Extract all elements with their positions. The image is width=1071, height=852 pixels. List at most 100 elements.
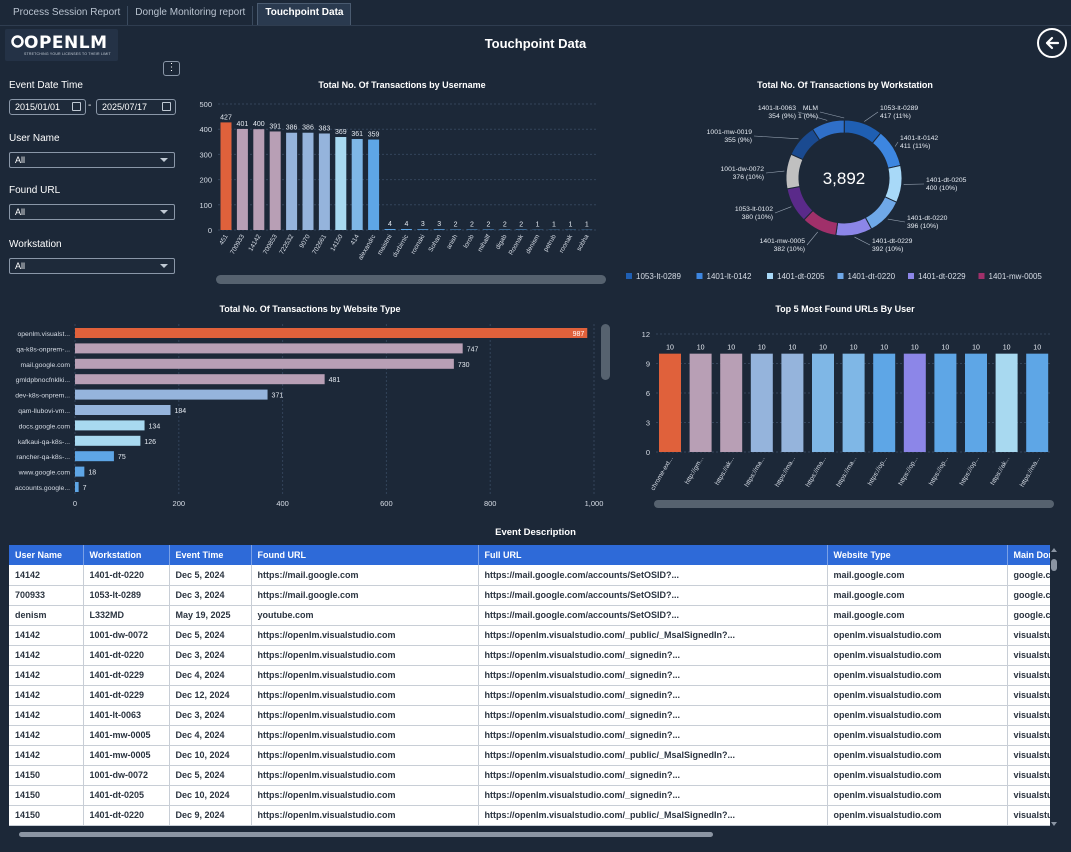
x-tick-label: maistmi (376, 234, 393, 257)
y-tick-label: 6 (646, 389, 650, 398)
tab-process-session-report[interactable]: Process Session Report (6, 6, 129, 25)
event-description-title: Event Description (495, 527, 576, 538)
table-row[interactable]: 14150 1401-dt-0220 Dec 9, 2024 https://open… (9, 805, 1050, 826)
table-row[interactable]: 14142 1401-dt-0220 Dec 3, 2024 https://open… (9, 645, 1050, 666)
table-row[interactable]: 14150 1001-dw-0072 Dec 5, 2024 https://open… (9, 765, 1050, 786)
column-header[interactable]: Workstation (83, 545, 170, 565)
table-row[interactable]: 14142 1401-lt-0063 Dec 3, 2024 https://open… (9, 705, 1050, 726)
tab-touchpoint-data[interactable]: Touchpoint Data (257, 3, 352, 25)
slice-value-label: 380 (10%) (742, 214, 773, 221)
bar (253, 129, 265, 230)
chevron-down-icon (160, 264, 168, 268)
table-cell: openlm.visualstudio.com (827, 625, 1008, 646)
table-cell: openlm.visualstudio.com (827, 785, 1008, 806)
bar (659, 353, 681, 452)
event-description-table: User Name Workstation Event Time Found URL F… (9, 545, 1050, 828)
calendar-icon[interactable] (72, 102, 81, 111)
table-row[interactable]: 14142 1401-dt-0220 Dec 5, 2024 https://mail… (9, 565, 1050, 586)
table-row[interactable]: 14142 1401-dt-0229 Dec 4, 2024 https://open… (9, 665, 1050, 686)
slice-label: 1001-mw-0019 (707, 129, 753, 136)
vertical-scroll-thumb[interactable] (1051, 559, 1057, 571)
data-label: 10 (850, 345, 858, 352)
column-header[interactable]: Main Dom (1007, 545, 1050, 565)
bar (750, 353, 773, 452)
arrow-left-circle-icon (1045, 36, 1060, 50)
bar (689, 353, 712, 452)
leader-line (806, 231, 818, 246)
x-tick-label: chrome-ext... (650, 455, 675, 492)
table-cell: https://openlm.visualstudio.com/_public/… (478, 745, 828, 766)
table-cell: youtube.com (251, 605, 479, 626)
tab-dongle-monitoring-report[interactable]: Dongle Monitoring report (128, 6, 254, 25)
column-header[interactable]: Found URL (251, 545, 479, 565)
data-label: 400 (253, 121, 265, 128)
data-label: 10 (758, 345, 766, 352)
table-cell: 14142 (9, 725, 84, 746)
found-url-select[interactable]: All (9, 204, 175, 220)
bar (417, 229, 429, 230)
x-tick-label: 14150 (329, 233, 344, 252)
bar (236, 128, 248, 230)
slice-value-label: 396 (10%) (907, 223, 938, 230)
table-horizontal-scrollbar[interactable] (9, 830, 1050, 839)
bar (335, 137, 347, 230)
table-cell: https://openlm.visualstudio.com (251, 785, 479, 806)
more-options-button[interactable]: ⋮ (163, 61, 180, 76)
table-cell: Dec 9, 2024 (169, 805, 252, 826)
table-cell: https://mail.google.com (251, 585, 479, 606)
table-cell: https://openlm.visualstudio.com/_signedi… (478, 645, 828, 666)
table-cell: openlm.visualstudio.com (827, 685, 1008, 706)
logo-mark-icon (11, 35, 24, 48)
date-separator: - (88, 100, 92, 111)
x-tick-label: lorob (462, 233, 475, 249)
data-label: 1 (585, 222, 589, 229)
data-label: 2 (486, 221, 490, 228)
y-tick-label: 300 (199, 150, 212, 159)
column-header[interactable]: Website Type (827, 545, 1008, 565)
bar (450, 229, 462, 230)
column-header[interactable]: Event Time (169, 545, 252, 565)
date-from-input[interactable]: 2015/01/01 (9, 99, 86, 115)
date-to-input[interactable]: 2025/07/17 (96, 99, 176, 115)
chart-scrollbar (601, 324, 610, 380)
horizontal-scroll-thumb[interactable] (19, 832, 713, 837)
table-cell: 1401-mw-0005 (83, 745, 170, 766)
table-row[interactable]: denism L332MD May 19, 2025 youtube.com https… (9, 605, 1050, 626)
slice-value-label: 382 (10%) (774, 246, 805, 253)
table-row[interactable]: 700933 1053-lt-0289 Dec 3, 2024 https://mai… (9, 585, 1050, 606)
table-cell: openlm.visualstudio.com (827, 645, 1008, 666)
leader-line (854, 236, 871, 246)
scroll-up-icon[interactable] (1051, 547, 1057, 553)
scroll-down-icon[interactable] (1051, 821, 1057, 827)
user-name-select[interactable]: All (9, 152, 175, 168)
table-cell: openlm.visualstudio.com (827, 805, 1008, 826)
table-row[interactable]: 14150 1401-dt-0205 Dec 10, 2024 https://ope… (9, 785, 1050, 806)
column-header[interactable]: Full URL (478, 545, 828, 565)
table-cell: 1401-lt-0063 (83, 705, 170, 726)
slice-label: 1401-dt-0205 (926, 177, 967, 184)
table-row[interactable]: 14142 1401-dt-0229 Dec 12, 2024 https://ope… (9, 685, 1050, 706)
table-cell: visualstudio (1007, 785, 1050, 806)
table-cell: 1401-dt-0220 (83, 645, 170, 666)
table-cell: visualstudio (1007, 765, 1050, 786)
table-row[interactable]: 14142 1401-mw-0005 Dec 4, 2024 https://open… (9, 725, 1050, 746)
table-vertical-scrollbar[interactable] (1050, 545, 1058, 828)
workstation-select[interactable]: All (9, 258, 175, 274)
bar (75, 389, 268, 400)
x-tick-label: http://gm... (684, 455, 706, 485)
table-cell: https://openlm.visualstudio.com (251, 725, 479, 746)
table-row[interactable]: 14142 1001-dw-0072 Dec 5, 2024 https://open… (9, 625, 1050, 646)
bar (433, 229, 445, 230)
x-tick-label: 414 (349, 233, 361, 246)
back-button[interactable] (1037, 28, 1067, 58)
calendar-icon[interactable] (162, 102, 171, 111)
x-tick-label: Sohan (427, 233, 443, 253)
legend-swatch (978, 273, 985, 279)
table-row[interactable]: 14142 1401-mw-0005 Dec 10, 2024 https://ope… (9, 745, 1050, 766)
table-cell: Dec 4, 2024 (169, 725, 252, 746)
data-label: 371 (272, 393, 284, 400)
bar (286, 132, 298, 230)
data-label: 730 (458, 362, 470, 369)
data-label: 18 (88, 470, 96, 477)
column-header[interactable]: User Name (9, 545, 84, 565)
